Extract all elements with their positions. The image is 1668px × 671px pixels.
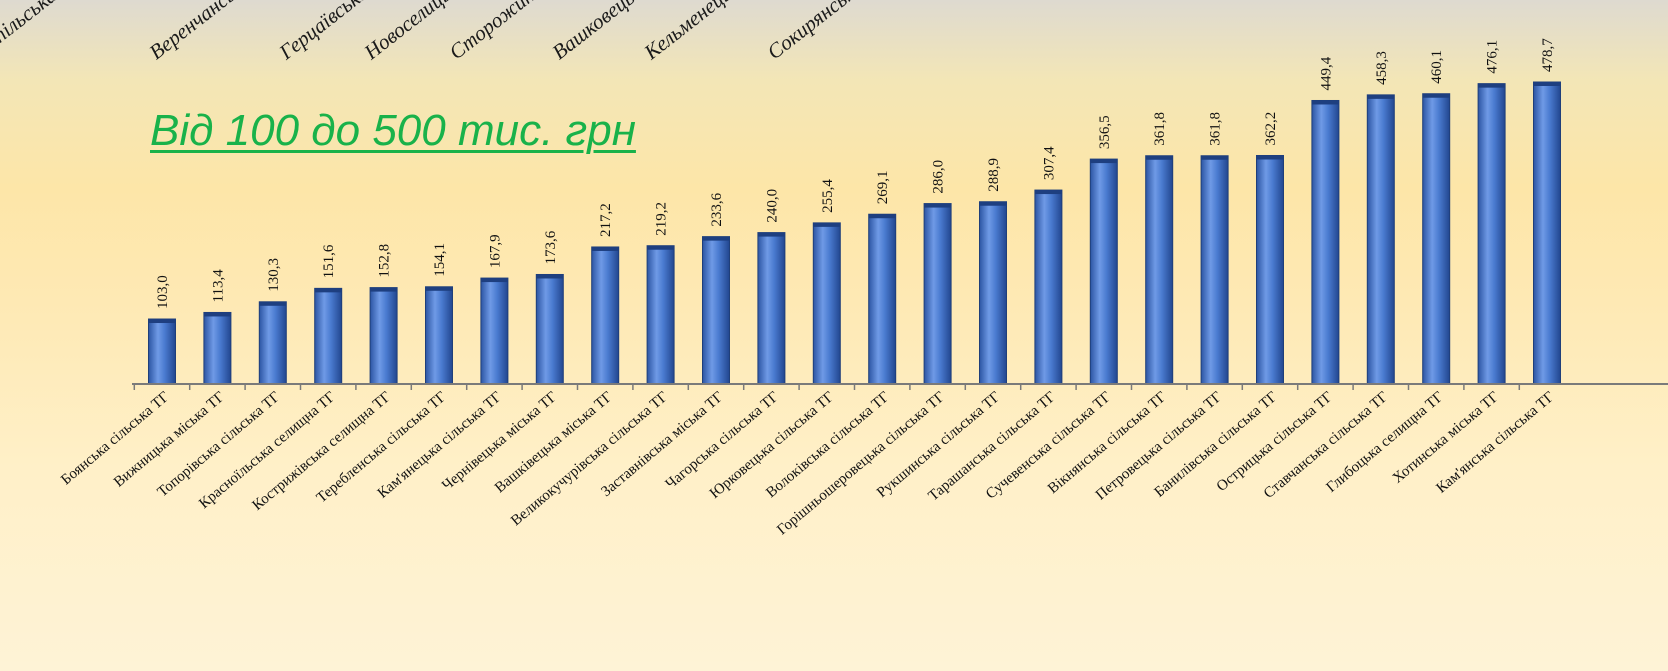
bar — [1311, 99, 1340, 385]
bar-top — [1478, 83, 1506, 88]
bar — [646, 245, 675, 385]
bar — [258, 301, 287, 385]
chart-title: Від 100 до 500 тис. грн — [150, 106, 636, 155]
value-label: 478,7 — [1540, 38, 1556, 72]
value-label: 130,3 — [266, 258, 282, 292]
value-label: 154,1 — [432, 243, 448, 277]
value-label: 217,2 — [598, 203, 614, 237]
bar-top — [1201, 155, 1229, 160]
bar-top — [1256, 155, 1284, 160]
value-label: 167,9 — [487, 234, 503, 268]
bar-top — [924, 203, 952, 208]
bar-top — [480, 278, 508, 283]
category-label: Хотинська міська ТГ — [1390, 389, 1503, 487]
bar-top — [425, 286, 453, 291]
value-label: 152,8 — [377, 244, 393, 278]
value-label: 460,1 — [1429, 50, 1445, 84]
bar-top — [647, 245, 675, 250]
bar — [868, 213, 897, 385]
bar — [203, 311, 232, 385]
value-label: 269,1 — [875, 170, 891, 204]
bar-top — [757, 232, 785, 237]
value-label: 240,0 — [764, 189, 780, 223]
bar — [591, 246, 620, 385]
bar — [1145, 155, 1174, 385]
value-label: 219,2 — [654, 202, 670, 236]
bar — [480, 277, 509, 385]
value-label: 173,6 — [543, 230, 559, 264]
bar-top — [868, 214, 896, 219]
bar-top — [370, 287, 398, 292]
bar-top — [813, 222, 841, 227]
value-label: 288,9 — [986, 158, 1002, 192]
value-label: 449,4 — [1318, 56, 1334, 90]
bar-top — [1145, 155, 1173, 160]
value-label: 458,3 — [1374, 51, 1390, 85]
bar-top — [148, 319, 176, 324]
bar-top — [1533, 82, 1561, 86]
bar — [812, 222, 841, 385]
bar — [702, 236, 730, 385]
value-label: 361,8 — [1152, 112, 1168, 146]
value-label: 151,6 — [321, 244, 337, 278]
bar — [1256, 154, 1284, 385]
bar-top — [1090, 159, 1118, 164]
bar — [148, 318, 176, 385]
bar — [1366, 94, 1395, 385]
bar — [314, 287, 343, 385]
bar — [979, 201, 1007, 385]
value-label: 476,1 — [1485, 40, 1501, 74]
bar — [1533, 81, 1561, 385]
bar — [1034, 189, 1063, 385]
value-label: 356,5 — [1097, 115, 1113, 149]
value-label: 307,4 — [1041, 146, 1057, 180]
bar — [1422, 93, 1451, 385]
bar-top — [702, 236, 730, 241]
bar-top — [1367, 94, 1395, 99]
value-label: 286,0 — [931, 160, 947, 194]
value-label: 255,4 — [820, 179, 836, 213]
bar-top — [536, 274, 564, 279]
value-label: 362,2 — [1263, 112, 1279, 146]
value-label: 233,6 — [709, 192, 725, 226]
bar — [1477, 83, 1506, 385]
bar — [1089, 158, 1118, 385]
value-label: 113,4 — [210, 269, 226, 303]
bar — [923, 203, 952, 385]
bar — [425, 286, 453, 385]
bar — [535, 273, 564, 385]
bar-top — [979, 201, 1007, 206]
value-label: 103,0 — [155, 275, 171, 309]
bar-top — [1311, 100, 1339, 105]
bar-top — [1034, 190, 1062, 195]
bar — [1200, 155, 1229, 385]
bar-top — [591, 246, 619, 251]
bar — [369, 287, 398, 385]
bar-top — [314, 288, 342, 293]
value-label: 361,8 — [1208, 112, 1224, 146]
bar-top — [203, 312, 231, 317]
bar-top — [259, 301, 287, 306]
bar-top — [1422, 93, 1450, 98]
bar — [757, 232, 786, 385]
